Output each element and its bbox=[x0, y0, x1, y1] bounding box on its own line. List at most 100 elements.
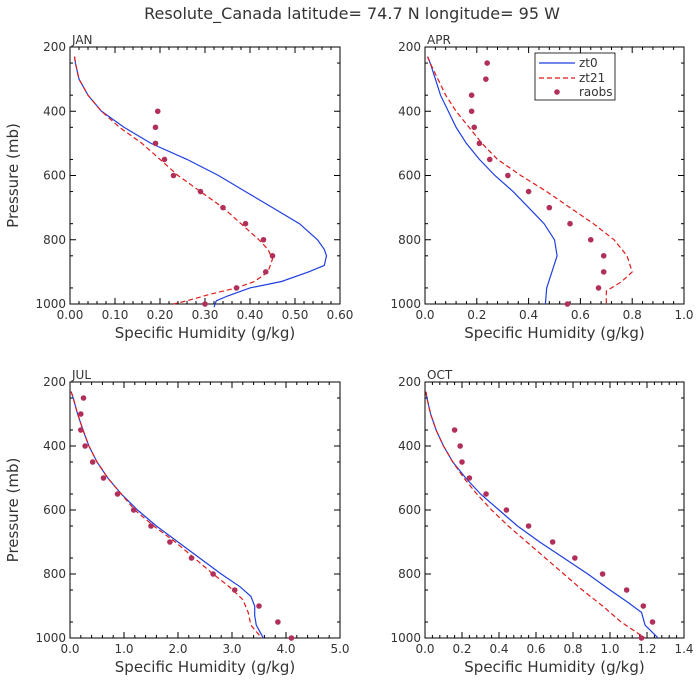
raobs-point bbox=[486, 156, 493, 163]
raobs-point bbox=[161, 156, 168, 163]
x-tick-label: 0.0 bbox=[415, 308, 434, 322]
x-tick-label: 0.40 bbox=[237, 308, 264, 322]
raobs-point bbox=[549, 539, 556, 545]
raobs-point bbox=[154, 108, 161, 115]
y-tick-label: 400 bbox=[398, 104, 421, 118]
y-tick-label: 400 bbox=[43, 104, 66, 118]
raobs-point bbox=[471, 124, 478, 131]
plot-frame bbox=[69, 46, 341, 305]
raobs-point bbox=[600, 269, 607, 275]
raobs-point bbox=[457, 443, 463, 449]
raobs-point bbox=[167, 539, 173, 545]
series-line-zt21 bbox=[70, 391, 263, 639]
x-tick-label: 0.0 bbox=[60, 642, 79, 656]
raobs-point bbox=[623, 587, 630, 593]
raobs-point bbox=[468, 92, 475, 98]
raobs-point bbox=[600, 253, 607, 259]
series-line-zt0 bbox=[427, 56, 558, 305]
x-tick-label: 0.8 bbox=[623, 308, 642, 322]
raobs-point bbox=[484, 60, 490, 66]
raobs-point bbox=[148, 523, 154, 529]
raobs-point bbox=[152, 124, 159, 131]
x-tick-label: 0.60 bbox=[327, 308, 354, 322]
legend-swatch-raobs bbox=[554, 89, 560, 95]
y-tick-label: 600 bbox=[43, 503, 66, 517]
raobs-point bbox=[78, 427, 84, 433]
y-axis-label: Pressure (mb) bbox=[4, 123, 22, 228]
raobs-point bbox=[503, 507, 510, 513]
panel-label: APR bbox=[427, 33, 451, 47]
x-tick-label: 0.00 bbox=[57, 308, 84, 322]
series-line-zt21 bbox=[427, 56, 633, 304]
raobs-point bbox=[567, 220, 573, 227]
y-tick-label: 800 bbox=[398, 567, 421, 581]
panel-jan: JAN 0.00 0.10 0.20 0.30 0.40 0.50 0.60 1000 800 60… bbox=[4, 33, 353, 342]
y-tick-label: 600 bbox=[398, 169, 421, 183]
raobs-point bbox=[82, 443, 88, 449]
y-tick-label: 400 bbox=[398, 439, 421, 453]
panel-oct: OCT 0.0 0.2 0.4 0.6 0.8 1.0 1.2 1.4 1000 800 600 400… bbox=[390, 368, 693, 676]
raobs-point bbox=[260, 236, 267, 243]
raobs-point bbox=[483, 491, 489, 497]
legend-label-zt0: zt0 bbox=[579, 56, 598, 70]
raobs-point bbox=[466, 475, 473, 481]
x-tick-label: 0.2 bbox=[452, 642, 471, 656]
x-tick-label: 0.4 bbox=[519, 308, 538, 322]
y-tick-label: 200 bbox=[398, 375, 421, 389]
figure-title: Resolute_Canada latitude= 74.7 N longitu… bbox=[144, 4, 560, 24]
raobs-point bbox=[505, 172, 511, 179]
raobs-point bbox=[476, 140, 483, 147]
x-tick-label: 1.4 bbox=[674, 642, 693, 656]
x-tick-label: 1.0 bbox=[114, 642, 133, 656]
raobs-point bbox=[638, 635, 645, 641]
raobs-point bbox=[288, 635, 295, 641]
series-line-zt21 bbox=[425, 391, 646, 639]
raobs-point bbox=[242, 220, 249, 227]
raobs-point bbox=[233, 285, 240, 291]
y-tick-label: 1000 bbox=[35, 297, 66, 311]
x-axis-label: Specific Humidity (g/kg) bbox=[464, 324, 644, 342]
y-tick-label: 600 bbox=[43, 169, 66, 183]
raobs-point bbox=[256, 603, 262, 609]
x-tick-label: 5.0 bbox=[330, 642, 349, 656]
series-line-zt0 bbox=[70, 391, 264, 639]
raobs-point bbox=[564, 301, 571, 307]
raobs-point bbox=[468, 108, 475, 115]
raobs-point bbox=[640, 603, 647, 609]
x-tick-label: 0.10 bbox=[102, 308, 129, 322]
raobs-point bbox=[587, 236, 594, 243]
x-tick-label: 0.8 bbox=[563, 642, 582, 656]
panel-label: JUL bbox=[71, 368, 91, 382]
raobs-point bbox=[202, 301, 208, 307]
raobs-point bbox=[269, 253, 276, 259]
y-tick-label: 1000 bbox=[35, 631, 66, 645]
raobs-point bbox=[152, 140, 159, 147]
raobs-point bbox=[78, 411, 84, 417]
x-tick-label: 0.6 bbox=[571, 308, 590, 322]
y-tick-label: 800 bbox=[43, 233, 66, 247]
x-axis-label: Specific Humidity (g/kg) bbox=[115, 324, 295, 342]
panel-apr: APR 0.0 0.2 0.4 0.6 0.8 1.0 1000 800 600 400 200 Spe… bbox=[390, 33, 693, 342]
raobs-point bbox=[525, 523, 532, 529]
plot-frame bbox=[424, 381, 685, 639]
raobs-point bbox=[114, 491, 121, 497]
x-tick-label: 0.2 bbox=[467, 308, 486, 322]
y-tick-label: 200 bbox=[43, 40, 66, 54]
series-line-zt21 bbox=[73, 56, 274, 305]
x-tick-label: 4.0 bbox=[276, 642, 295, 656]
x-tick-label: 1.2 bbox=[637, 642, 656, 656]
panel-label: OCT bbox=[427, 368, 453, 382]
y-tick-label: 800 bbox=[398, 233, 421, 247]
x-axis-label: Specific Humidity (g/kg) bbox=[464, 658, 644, 676]
raobs-point bbox=[451, 427, 458, 433]
y-tick-label: 1000 bbox=[390, 631, 421, 645]
x-tick-label: 1.0 bbox=[600, 642, 619, 656]
series-line-zt0 bbox=[425, 391, 659, 639]
raobs-point bbox=[80, 395, 87, 401]
plot-frame bbox=[69, 381, 341, 639]
raobs-point bbox=[595, 285, 602, 291]
x-tick-label: 0.6 bbox=[526, 642, 545, 656]
raobs-point bbox=[262, 269, 269, 275]
raobs-point bbox=[459, 459, 465, 465]
